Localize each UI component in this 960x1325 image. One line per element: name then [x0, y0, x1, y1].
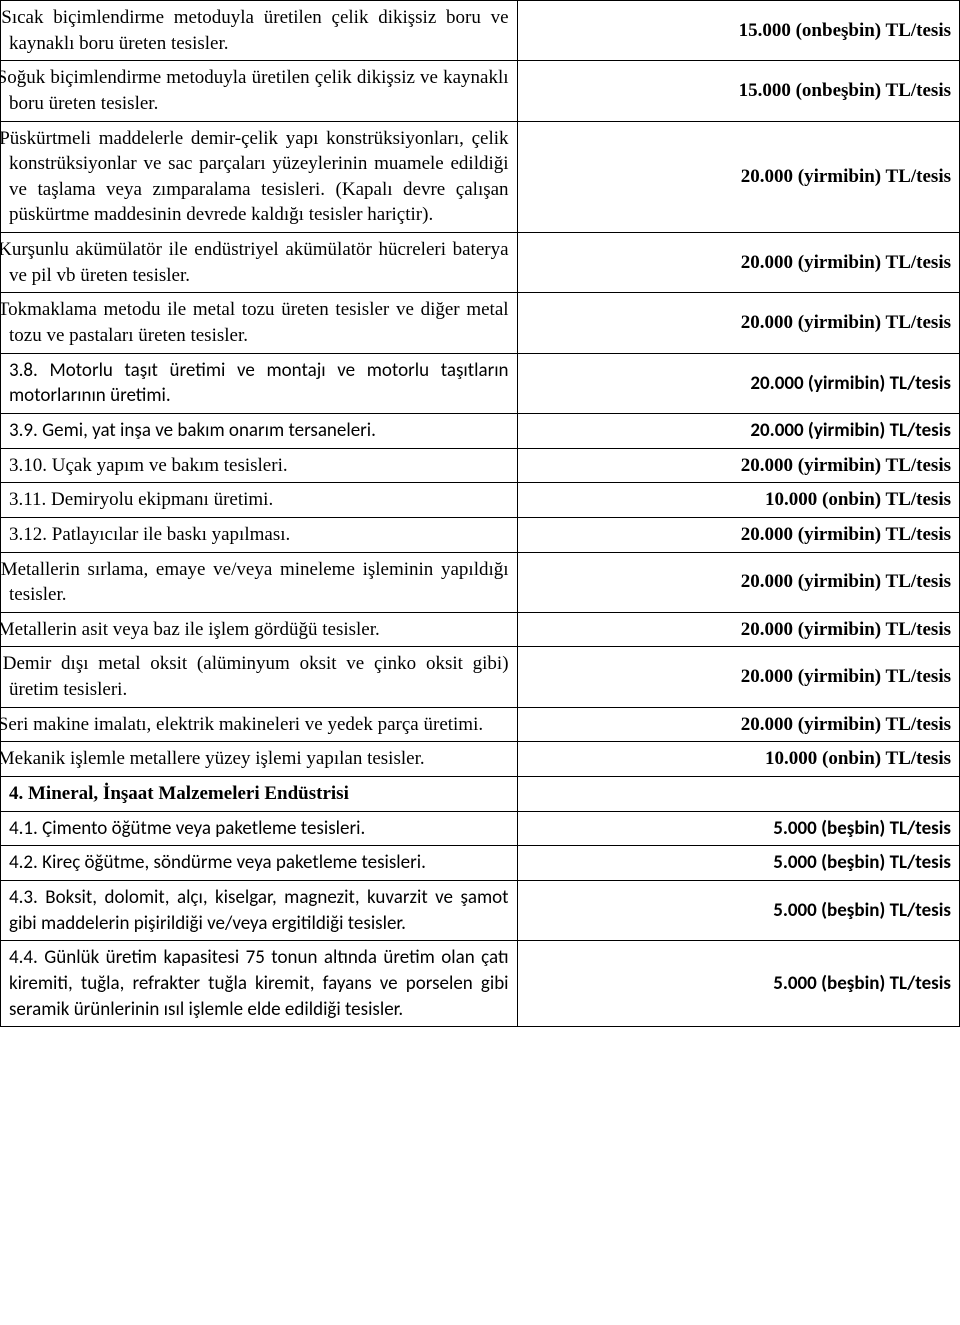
row-fee: 20.000 (yirmibin) TL/tesis: [517, 353, 959, 413]
row-description: 4.3. Boksit, dolomit, alçı, kiselgar, ma…: [1, 880, 518, 940]
row-description: 3.16. Seri makine imalatı, elektrik maki…: [1, 707, 518, 742]
row-fee: 15.000 (onbeşbin) TL/tesis: [517, 1, 959, 61]
table-row: 3.7. Tokmaklama metodu ile metal tozu ür…: [1, 293, 960, 353]
row-fee: 10.000 (onbin) TL/tesis: [517, 483, 959, 518]
fee-table: 3.3. Sıcak biçimlendirme metoduyla üreti…: [0, 0, 960, 1027]
table-row: 3.16. Seri makine imalatı, elektrik maki…: [1, 707, 960, 742]
table-body: 3.3. Sıcak biçimlendirme metoduyla üreti…: [1, 1, 960, 1027]
table-row: 3.5. Püskürtmeli maddelerle demir-çelik …: [1, 121, 960, 233]
row-description: 3.10. Uçak yapım ve bakım tesisleri.: [1, 448, 518, 483]
row-description: 3.7. Tokmaklama metodu ile metal tozu ür…: [1, 293, 518, 353]
row-description: 4.2. Kireç öğütme, söndürme veya paketle…: [1, 846, 518, 881]
row-description: 3.4. Soğuk biçimlendirme metoduyla üreti…: [1, 61, 518, 121]
row-fee: 5.000 (beşbin) TL/tesis: [517, 811, 959, 846]
row-fee: 15.000 (onbeşbin) TL/tesis: [517, 61, 959, 121]
row-fee: [517, 777, 959, 812]
row-fee: 20.000 (yirmibin) TL/tesis: [517, 552, 959, 612]
row-fee: 20.000 (yirmibin) TL/tesis: [517, 121, 959, 233]
table-row: 3.14. Metallerin asit veya baz ile işlem…: [1, 612, 960, 647]
row-description: 3.12. Patlayıcılar ile baskı yapılması.: [1, 517, 518, 552]
table-row: 3.12. Patlayıcılar ile baskı yapılması.2…: [1, 517, 960, 552]
row-fee: 20.000 (yirmibin) TL/tesis: [517, 517, 959, 552]
table-row: 4.2. Kireç öğütme, söndürme veya paketle…: [1, 846, 960, 881]
row-description: 3.13. Metallerin sırlama, emaye ve/veya …: [1, 552, 518, 612]
row-fee: 10.000 (onbin) TL/tesis: [517, 742, 959, 777]
row-description: 3.6. Kurşunlu akümülatör ile endüstriyel…: [1, 233, 518, 293]
table-row: 3.10. Uçak yapım ve bakım tesisleri.20.0…: [1, 448, 960, 483]
row-description: 4. Mineral, İnşaat Malzemeleri Endüstris…: [1, 777, 518, 812]
table-row: 3.15. Demir dışı metal oksit (alüminyum …: [1, 647, 960, 707]
row-description: 3.9. Gemi, yat inşa ve bakım onarım ters…: [1, 413, 518, 448]
row-description: 3.8. Motorlu taşıt üretimi ve montajı ve…: [1, 353, 518, 413]
table-row: 4.4. Günlük üretim kapasitesi 75 tonun a…: [1, 941, 960, 1027]
row-fee: 5.000 (beşbin) TL/tesis: [517, 846, 959, 881]
row-description: 4.1. Çimento öğütme veya paketleme tesis…: [1, 811, 518, 846]
row-fee: 20.000 (yirmibin) TL/tesis: [517, 647, 959, 707]
table-row: 3.13. Metallerin sırlama, emaye ve/veya …: [1, 552, 960, 612]
row-fee: 20.000 (yirmibin) TL/tesis: [517, 448, 959, 483]
table-row: 3.11. Demiryolu ekipmanı üretimi.10.000 …: [1, 483, 960, 518]
row-description: 3.11. Demiryolu ekipmanı üretimi.: [1, 483, 518, 518]
row-description: 3.3. Sıcak biçimlendirme metoduyla üreti…: [1, 1, 518, 61]
table-row: 4. Mineral, İnşaat Malzemeleri Endüstris…: [1, 777, 960, 812]
table-row: 3.9. Gemi, yat inşa ve bakım onarım ters…: [1, 413, 960, 448]
row-description: 3.14. Metallerin asit veya baz ile işlem…: [1, 612, 518, 647]
row-description: 3.15. Demir dışı metal oksit (alüminyum …: [1, 647, 518, 707]
row-fee: 20.000 (yirmibin) TL/tesis: [517, 413, 959, 448]
row-description: 3.5. Püskürtmeli maddelerle demir-çelik …: [1, 121, 518, 233]
row-fee: 20.000 (yirmibin) TL/tesis: [517, 233, 959, 293]
row-fee: 20.000 (yirmibin) TL/tesis: [517, 612, 959, 647]
row-fee: 20.000 (yirmibin) TL/tesis: [517, 293, 959, 353]
table-row: 3.3. Sıcak biçimlendirme metoduyla üreti…: [1, 1, 960, 61]
row-description: 4.4. Günlük üretim kapasitesi 75 tonun a…: [1, 941, 518, 1027]
table-row: 4.3. Boksit, dolomit, alçı, kiselgar, ma…: [1, 880, 960, 940]
row-fee: 20.000 (yirmibin) TL/tesis: [517, 707, 959, 742]
table-row: 4.1. Çimento öğütme veya paketleme tesis…: [1, 811, 960, 846]
row-fee: 5.000 (beşbin) TL/tesis: [517, 941, 959, 1027]
table-row: 3.6. Kurşunlu akümülatör ile endüstriyel…: [1, 233, 960, 293]
row-fee: 5.000 (beşbin) TL/tesis: [517, 880, 959, 940]
row-description: 3.17. Mekanik işlemle metallere yüzey iş…: [1, 742, 518, 777]
table-row: 3.8. Motorlu taşıt üretimi ve montajı ve…: [1, 353, 960, 413]
table-row: 3.4. Soğuk biçimlendirme metoduyla üreti…: [1, 61, 960, 121]
table-row: 3.17. Mekanik işlemle metallere yüzey iş…: [1, 742, 960, 777]
